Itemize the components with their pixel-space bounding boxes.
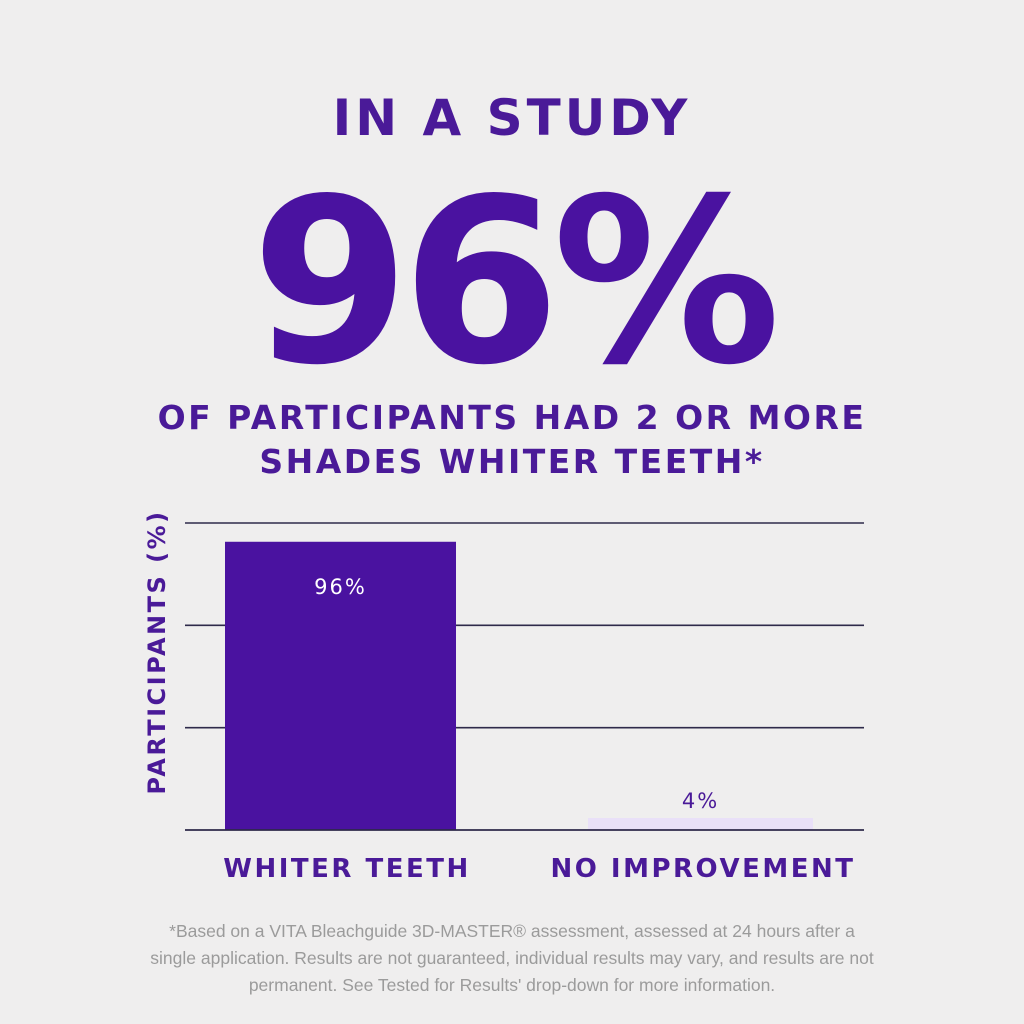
footnote: *Based on a VITA Bleachguide 3D-MASTER® …: [150, 921, 874, 995]
big-stat: 96%: [251, 149, 781, 415]
subheadline: OF PARTICIPANTS HAD 2 OR MORE SHADES WHI…: [157, 398, 867, 481]
bar-whiter-teeth: [225, 541, 456, 830]
bar-chart: 96% WHITER TEETH 4% NO IMPROVEMENT PARTICIPA…: [143, 509, 864, 884]
data-label: 96%: [314, 575, 367, 599]
y-axis-label: PARTICIPANTS (%): [143, 509, 171, 794]
category-label: WHITER TEETH: [223, 854, 470, 884]
headline: IN A STUDY: [332, 89, 692, 147]
category-label: NO IMPROVEMENT: [551, 854, 856, 884]
data-label: 4%: [682, 789, 719, 813]
bar-no-improvement: [588, 817, 813, 830]
